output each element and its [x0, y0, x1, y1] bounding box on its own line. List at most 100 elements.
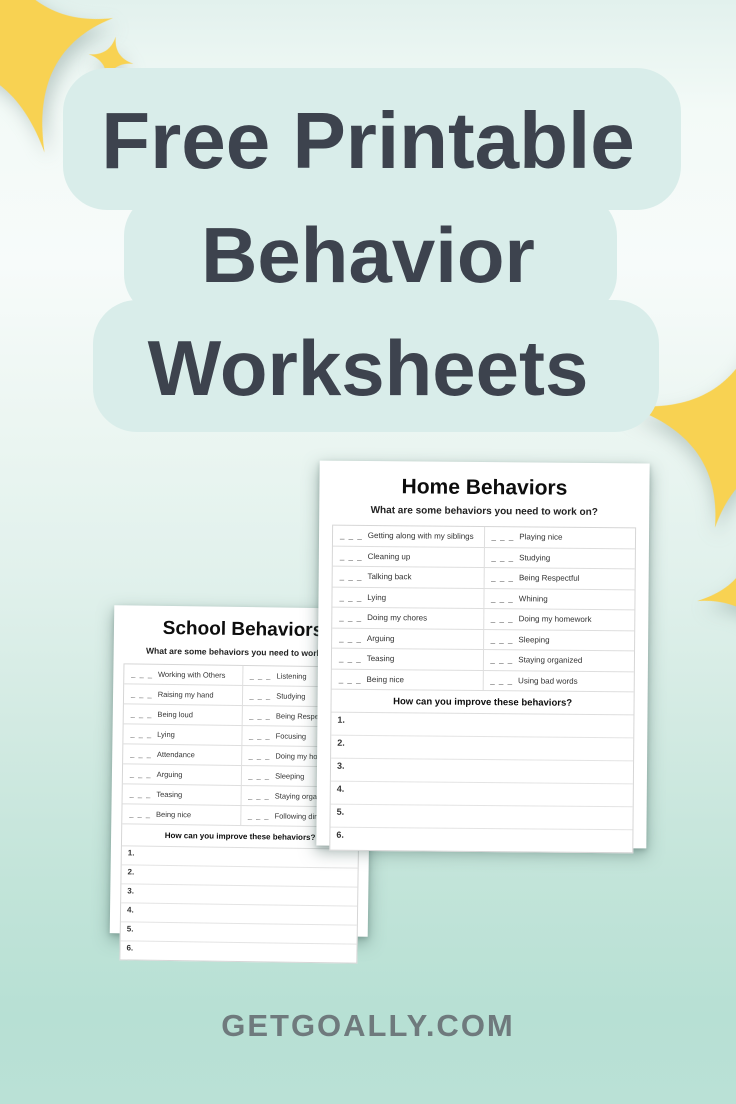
- improve-line-number: 4.: [336, 783, 345, 794]
- behavior-label: Focusing: [275, 731, 307, 741]
- behavior-item: _ _ _ Teasing: [123, 784, 241, 805]
- title-line-1: Free Printable: [101, 96, 635, 185]
- improve-line: 6.: [120, 941, 356, 962]
- improve-line: 3.: [330, 758, 634, 785]
- behavior-label: Cleaning up: [367, 551, 411, 562]
- behavior-row: _ _ _ Lying _ _ _ Whining: [332, 587, 635, 611]
- sparkle-top-left-large-icon: [0, 0, 141, 177]
- behavior-label: Being nice: [366, 674, 404, 685]
- improve-header: How can you improve these behaviors?: [331, 689, 634, 716]
- improve-line-number: 5.: [126, 924, 134, 934]
- fill-in-blank: _ _ _: [130, 729, 153, 739]
- fill-in-blank: _ _ _: [339, 572, 363, 582]
- improve-line: 5.: [330, 804, 633, 831]
- fill-in-blank: _ _ _: [338, 674, 362, 684]
- improve-line-number: 3.: [336, 760, 345, 771]
- improve-line-number: 6.: [126, 943, 134, 953]
- title-line-3: Worksheets: [147, 324, 589, 412]
- fill-in-blank: _ _ _: [249, 691, 272, 701]
- fill-in-blank: _ _ _: [490, 655, 514, 665]
- improve-line-number: 3.: [127, 886, 135, 896]
- behavior-row: _ _ _ Being nice _ _ _ Using bad words: [331, 669, 634, 693]
- behavior-label: Teasing: [366, 654, 395, 664]
- worksheet-subtitle: What are some behaviors you need to work…: [370, 505, 598, 519]
- fill-in-blank: _ _ _: [130, 709, 153, 719]
- behavior-label: Listening: [276, 671, 307, 681]
- website-url: GETGOALLY.COM: [221, 1008, 515, 1043]
- fill-in-blank: _ _ _: [248, 730, 271, 741]
- fill-in-blank: _ _ _: [129, 769, 152, 779]
- fill-in-blank: _ _ _: [130, 749, 152, 759]
- improve-line-number: 1.: [337, 714, 345, 725]
- behavior-item: _ _ _ Getting along with my siblings: [333, 526, 484, 547]
- improve-line: 2.: [331, 735, 634, 762]
- behavior-label: Playing nice: [519, 532, 563, 543]
- title-line-2: Behavior: [201, 211, 535, 299]
- behavior-label: Staying organized: [518, 655, 583, 666]
- fill-in-blank: _ _ _: [129, 809, 152, 819]
- behavior-item: _ _ _ Being Respectful: [483, 568, 635, 589]
- fill-in-blank: _ _ _: [491, 532, 515, 542]
- fill-in-blank: _ _ _: [248, 750, 271, 761]
- behavior-item: _ _ _ Cleaning up: [333, 546, 484, 567]
- behavior-label: Attendance: [156, 749, 195, 760]
- fill-in-blank: _ _ _: [129, 789, 152, 799]
- behavior-label: Studying: [519, 553, 551, 563]
- behavior-item: _ _ _ Whining: [482, 588, 635, 610]
- behavior-label: Raising my hand: [157, 689, 214, 700]
- behavior-label: Being loud: [157, 709, 193, 720]
- behavior-item: _ _ _ Being nice: [332, 669, 483, 690]
- improve-line-number: 6.: [336, 829, 344, 840]
- fill-in-blank: _ _ _: [131, 689, 153, 699]
- behavior-label: Teasing: [156, 789, 183, 800]
- behavior-row: _ _ _ Cleaning up _ _ _ Studying: [332, 546, 635, 570]
- title-card-blob-bottom: [93, 300, 659, 432]
- title-card-blob-middle: [124, 192, 617, 318]
- fill-in-blank: _ _ _: [491, 552, 515, 563]
- fill-in-blank: _ _ _: [249, 711, 272, 721]
- fill-in-blank: _ _ _: [490, 614, 514, 624]
- behavior-row: _ _ _ Getting along with my siblings _ _ …: [332, 525, 636, 549]
- behavior-item: _ _ _ Doing my homework: [482, 609, 635, 630]
- behavior-item: _ _ _ Doing my chores: [332, 608, 483, 629]
- behavior-label: Arguing: [366, 633, 395, 644]
- behavior-row: _ _ _ Arguing _ _ _ Sleeping: [332, 628, 635, 652]
- behavior-label: Arguing: [156, 769, 183, 780]
- fill-in-blank: _ _ _: [248, 770, 271, 781]
- behavior-label: Whining: [518, 594, 548, 604]
- behavior-row: _ _ _ Teasing _ _ _ Staying organized: [331, 648, 635, 672]
- fill-in-blank: _ _ _: [490, 593, 514, 604]
- behavior-item: _ _ _ Being loud: [124, 704, 242, 725]
- behavior-table: _ _ _ Getting along with my siblings _ _ …: [329, 524, 637, 854]
- worksheet-title: Home Behaviors: [401, 475, 568, 500]
- fill-in-blank: _ _ _: [490, 675, 514, 686]
- fill-in-blank: _ _ _: [490, 634, 514, 645]
- behavior-label: Being Respectful: [518, 573, 580, 584]
- improve-line-number: 2.: [337, 737, 345, 748]
- behavior-label: Being nice: [156, 809, 192, 820]
- behavior-label: Sleeping: [275, 771, 305, 781]
- behavior-label: Sleeping: [518, 635, 550, 645]
- behavior-row: _ _ _ Talking back _ _ _ Being Respectful: [332, 566, 635, 590]
- behavior-item: _ _ _ Talking back: [333, 567, 484, 588]
- fill-in-blank: _ _ _: [249, 671, 272, 681]
- behavior-item: _ _ _ Lying: [123, 724, 241, 745]
- behavior-item: _ _ _ Playing nice: [483, 527, 636, 548]
- behavior-item: _ _ _ Attendance: [123, 744, 241, 765]
- behavior-row: _ _ _ Doing my chores _ _ _ Doing my homew…: [332, 607, 635, 631]
- behavior-label: Lying: [157, 729, 175, 739]
- sparkle-top-left-small-icon: [84, 32, 139, 87]
- fill-in-blank: _ _ _: [339, 633, 362, 643]
- improve-line: 6.: [330, 828, 632, 853]
- behavior-label: Getting along with my siblings: [367, 531, 474, 542]
- behavior-item: _ _ _ Being nice: [122, 804, 240, 825]
- behavior-item: _ _ _ Using bad words: [482, 670, 634, 692]
- behavior-label: Talking back: [367, 572, 412, 582]
- behavior-item: _ _ _ Arguing: [332, 628, 483, 649]
- improve-line-number: 1.: [127, 848, 135, 858]
- improve-line: 4.: [330, 781, 633, 808]
- fill-in-blank: _ _ _: [339, 531, 363, 541]
- fill-in-blank: _ _ _: [339, 551, 363, 561]
- behavior-label: Lying: [367, 592, 387, 602]
